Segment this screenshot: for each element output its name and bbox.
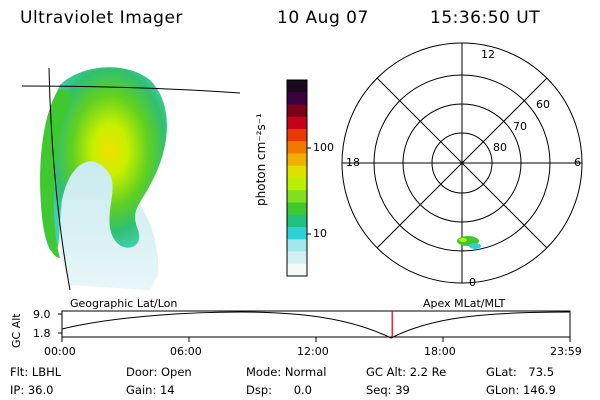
color-bar-segment [287,104,307,118]
instrument-title: Ultraviolet Imager [20,8,183,28]
status-flt: Flt: LBHL [10,365,61,379]
mode-label: Mode: [246,365,282,379]
status-door: Door: Open [126,365,192,379]
gcalt-label: GC Alt: [366,365,407,379]
image-date: 10 Aug 07 [277,8,369,28]
diffuse-emission [58,147,159,290]
color-bar-segment [287,80,307,93]
gcalt-value: 2.2 Re [409,365,447,379]
altitude-curve [61,311,571,339]
color-bar-segment [287,165,307,179]
color-bar-segment [287,263,307,277]
image-time: 15:36:50 UT [430,8,541,28]
glat-label: GLat: [486,365,517,379]
status-dsp: Dsp: 0.0 [246,383,312,397]
timeline-x-tick-0000: 00:00 [44,345,76,358]
timeline-y-tick-9: 9.0 [33,308,51,321]
polar-label-6: 6 [574,156,581,169]
polar-ring-60: 60 [536,98,550,111]
status-glon: GLon: 146.9 [486,383,556,397]
color-bar-segment [287,239,307,252]
door-value: Open [160,365,192,379]
grid-line-lat [21,85,241,94]
timeline-x-tick-2359: 23:59 [550,345,582,358]
color-bar-segment [287,227,307,240]
limb-band [40,89,71,258]
gain-label: Gain: [126,383,157,397]
color-bar [287,80,307,277]
ip-value: 36.0 [27,383,54,397]
timeline-plot [58,310,571,342]
color-bar-segment [287,129,307,142]
polar-ring-80: 80 [493,141,507,154]
gain-value: 14 [159,383,175,397]
grid-line-lon [48,67,71,291]
polar-aurora-patch [457,236,481,249]
glon-value: 146.9 [522,383,556,397]
color-bar-segment [287,190,307,203]
ip-label: IP: [10,383,25,397]
color-bar-segment [287,178,307,191]
color-bar-frame [286,79,308,277]
timeline-x-tick-1200: 12:00 [297,345,329,358]
color-bar-segment [287,214,307,228]
status-ip: IP: 36.0 [10,383,53,397]
color-bar-segment [287,92,307,105]
polar-label-0: 0 [469,276,476,289]
auroral-oval [40,67,167,252]
timeline-left-caption: Geographic Lat/Lon [70,297,178,310]
status-gcalt: GC Alt: 2.2 Re [366,365,446,379]
status-glat: GLat: 73.5 [486,365,554,379]
dsp-value: 0.0 [293,383,312,397]
timeline-right-caption: Apex MLat/MLT [423,297,506,310]
flt-label: Flt: [10,365,29,379]
polar-label-12: 12 [481,48,495,61]
color-bar-segment [287,116,307,130]
color-bar-tick-100: 100 [313,141,334,154]
status-seq: Seq: 39 [366,383,410,397]
color-bar-unit: photon cm⁻²s⁻¹ [254,113,268,206]
door-label: Door: [126,365,158,379]
seq-value: 39 [395,383,410,397]
polar-label-18: 18 [346,156,360,169]
status-gain: Gain: 14 [126,383,175,397]
status-mode: Mode: Normal [246,365,326,379]
timeline-x-tick-0600: 06:00 [170,345,202,358]
uv-image [21,67,241,291]
timeline-y-axis-label: GC Alt [10,313,23,348]
timeline-x-tick-1800: 18:00 [424,345,456,358]
polar-ring-70: 70 [513,120,527,133]
color-bar-segment [287,202,307,216]
color-bar-segment [287,153,307,167]
mode-value: Normal [284,365,327,379]
glon-label: GLon: [486,383,520,397]
color-bar-segment [287,141,307,154]
dsp-label: Dsp: [246,383,273,397]
seq-label: Seq: [366,383,392,397]
polar-plot [341,42,583,284]
timeline-y-tick-1-8: 1.8 [33,327,51,340]
flt-value: LBHL [31,365,62,379]
glat-value: 73.5 [528,365,555,379]
color-bar-segment [287,251,307,265]
color-bar-tick-10: 10 [313,227,327,240]
